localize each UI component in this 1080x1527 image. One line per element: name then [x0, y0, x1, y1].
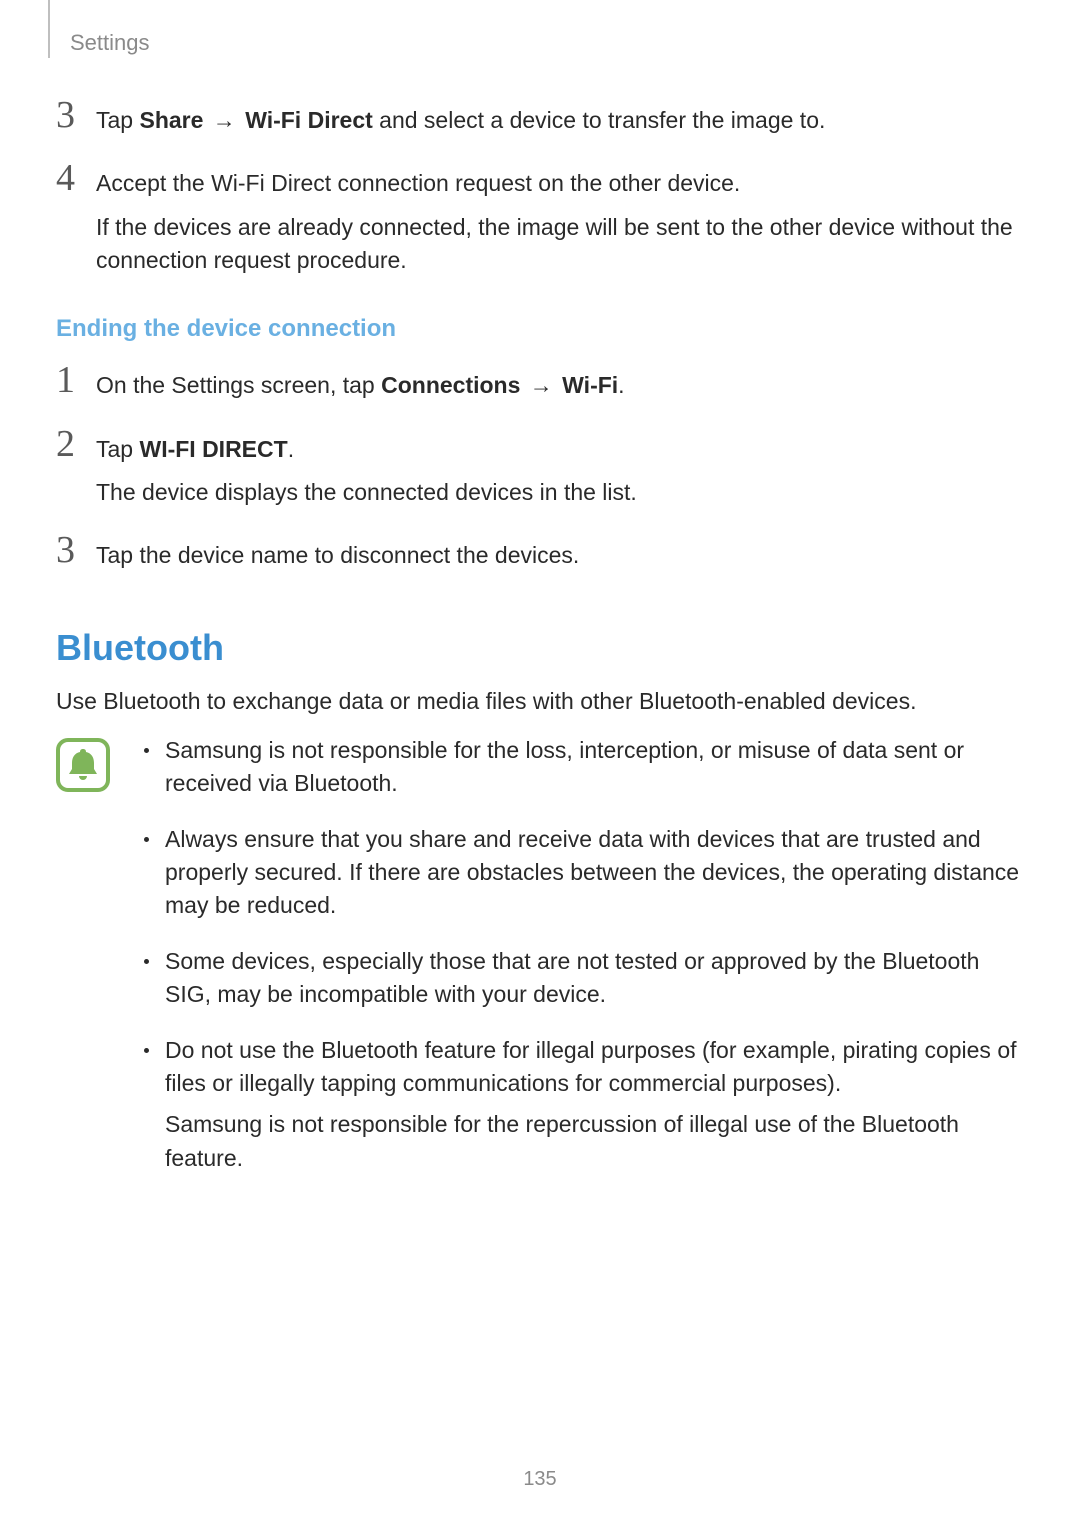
step-body: Tap Share → Wi-Fi Direct and select a de…: [96, 100, 1024, 147]
bold-text: Connections: [381, 372, 520, 398]
step-text: On the Settings screen, tap: [96, 372, 381, 398]
note-paragraph: Always ensure that you share and receive…: [165, 823, 1024, 923]
step-line: Tap Share → Wi-Fi Direct and select a de…: [96, 104, 1024, 137]
bold-text: WI-FI DIRECT: [139, 436, 287, 462]
note-paragraph: Samsung is not responsible for the reper…: [165, 1108, 1024, 1175]
step-text: Tap: [96, 107, 139, 133]
step-number: 2: [56, 425, 96, 463]
note-list: Samsung is not responsible for the loss,…: [144, 734, 1024, 1197]
step-text: Tap: [96, 436, 139, 462]
bold-text: Share: [139, 107, 203, 133]
note-paragraph: Some devices, especially those that are …: [165, 945, 1024, 1012]
note-text: Do not use the Bluetooth feature for ill…: [165, 1034, 1024, 1183]
header-breadcrumb: Settings: [70, 30, 150, 56]
step-number: 1: [56, 361, 96, 399]
bullet-icon: [144, 959, 149, 964]
steps-group-b: 1On the Settings screen, tap Connections…: [56, 365, 1024, 582]
note-paragraph: Samsung is not responsible for the loss,…: [165, 734, 1024, 801]
note-paragraph: Do not use the Bluetooth feature for ill…: [165, 1034, 1024, 1101]
step-body: Tap the device name to disconnect the de…: [96, 535, 1024, 582]
step-line: Tap WI-FI DIRECT.: [96, 433, 1024, 466]
header-vertical-rule: [48, 0, 50, 58]
bullet-icon: [144, 837, 149, 842]
step-line: Accept the Wi-Fi Direct connection reque…: [96, 167, 1024, 200]
step-body: Tap WI-FI DIRECT. The device displays the…: [96, 429, 1024, 520]
numbered-step: 1On the Settings screen, tap Connections…: [56, 365, 1024, 412]
arrow-glyph: →: [520, 372, 562, 398]
note-text: Samsung is not responsible for the loss,…: [165, 734, 1024, 809]
step-line: On the Settings screen, tap Connections …: [96, 369, 1024, 402]
note-bell-icon: [56, 738, 110, 792]
step-extra-text: The device displays the connected device…: [96, 476, 1024, 509]
step-text: and select a device to transfer the imag…: [373, 107, 826, 133]
section-heading-bluetooth: Bluetooth: [56, 627, 1024, 669]
step-body: Accept the Wi-Fi Direct connection reque…: [96, 163, 1024, 287]
steps-group-a: 3Tap Share → Wi-Fi Direct and select a d…: [56, 100, 1024, 287]
bold-text: Wi-Fi Direct: [245, 107, 373, 133]
arrow-glyph: →: [203, 107, 245, 133]
bullet-icon: [144, 748, 149, 753]
note-item: Always ensure that you share and receive…: [144, 823, 1024, 931]
note-item: Some devices, especially those that are …: [144, 945, 1024, 1020]
bullet-icon: [144, 1048, 149, 1053]
note-item: Samsung is not responsible for the loss,…: [144, 734, 1024, 809]
step-number: 3: [56, 531, 96, 569]
note-text: Always ensure that you share and receive…: [165, 823, 1024, 931]
step-text: Tap the device name to disconnect the de…: [96, 542, 579, 568]
note-block: Samsung is not responsible for the loss,…: [56, 734, 1024, 1197]
numbered-step: 2Tap WI-FI DIRECT.The device displays th…: [56, 429, 1024, 520]
numbered-step: 3Tap Share → Wi-Fi Direct and select a d…: [56, 100, 1024, 147]
note-text: Some devices, especially those that are …: [165, 945, 1024, 1020]
step-number: 4: [56, 159, 96, 197]
step-body: On the Settings screen, tap Connections …: [96, 365, 1024, 412]
step-line: Tap the device name to disconnect the de…: [96, 539, 1024, 572]
note-item: Do not use the Bluetooth feature for ill…: [144, 1034, 1024, 1183]
numbered-step: 3Tap the device name to disconnect the d…: [56, 535, 1024, 582]
step-extra-text: If the devices are already connected, th…: [96, 211, 1024, 278]
bold-text: Wi-Fi: [562, 372, 618, 398]
page-number: 135: [0, 1468, 1080, 1491]
step-number: 3: [56, 96, 96, 134]
numbered-step: 4Accept the Wi-Fi Direct connection requ…: [56, 163, 1024, 287]
section-intro-text: Use Bluetooth to exchange data or media …: [56, 685, 1024, 718]
subheading-ending-connection: Ending the device connection: [56, 315, 1024, 343]
step-text: Accept the Wi-Fi Direct connection reque…: [96, 170, 740, 196]
step-text: .: [618, 372, 624, 398]
step-text: .: [288, 436, 294, 462]
